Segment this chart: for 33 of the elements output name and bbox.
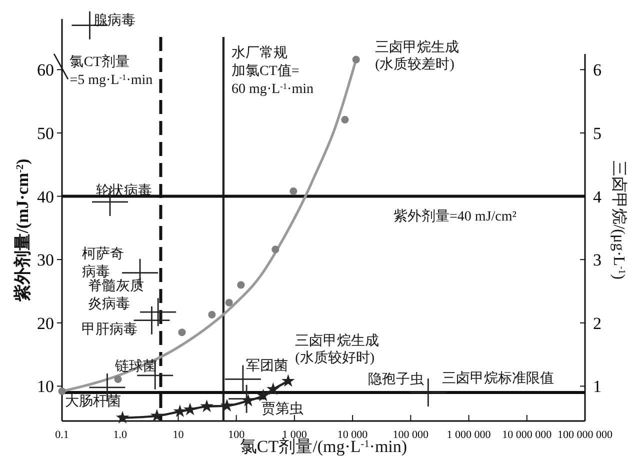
x-tick-label: 0.1 [55,429,69,441]
annotation: 贾第虫 [262,400,304,417]
y2-tick-label: 5 [593,124,602,143]
x-tick-label: 1.0 [113,429,128,441]
annotation: 大肠杆菌 [65,393,122,410]
ref-line-label: 氯CT剂量 =5 mg·L$^{-1}$·min [70,54,153,88]
y-tick-label: 10 [37,377,54,396]
y2-tick-label: 2 [593,314,602,333]
y-tick-label: 20 [37,314,54,333]
ref-line-label: 三卤甲烷标准限值 [442,370,554,387]
x-tick-label: 10 000 000 [502,429,552,441]
ref-line-label: 水厂常规加氯CT值= 60 mg·L$^{-1}$·min [231,45,314,97]
annotation: 柯萨奇病毒 [82,246,124,280]
y-tick-label: 50 [37,124,54,143]
y2-tick-label: 1 [593,377,602,396]
series-label: 三卤甲烷生成 (水质较差时) [375,40,460,73]
y-tick-label: 40 [37,187,54,206]
y2-tick-label: 6 [593,60,602,80]
x-tick-label: 100 000 000 [558,429,613,441]
y-tick-label: 60 [37,60,54,80]
y-tick-label: 30 [37,250,54,270]
x-tick-label: 10 000 [337,429,368,441]
annotation: 隐孢子虫 [368,372,424,388]
x-tick-label: 10 [172,429,184,441]
y2-tick-label: 4 [593,187,602,206]
series-label: 三卤甲烷生成 (水质较好时) [295,333,380,366]
annotation: 脊髓灰质炎病毒 [88,278,144,312]
annotation: 甲肝病毒 [82,321,138,338]
ref-line-label: 紫外剂量=40 mJ/cm² [394,208,516,224]
y2-tick-label: 3 [593,250,602,270]
x-tick-label: 100 000 [392,429,430,441]
annotation: 军团菌 [246,358,288,374]
x-tick-label: 1 000 000 [446,429,492,441]
